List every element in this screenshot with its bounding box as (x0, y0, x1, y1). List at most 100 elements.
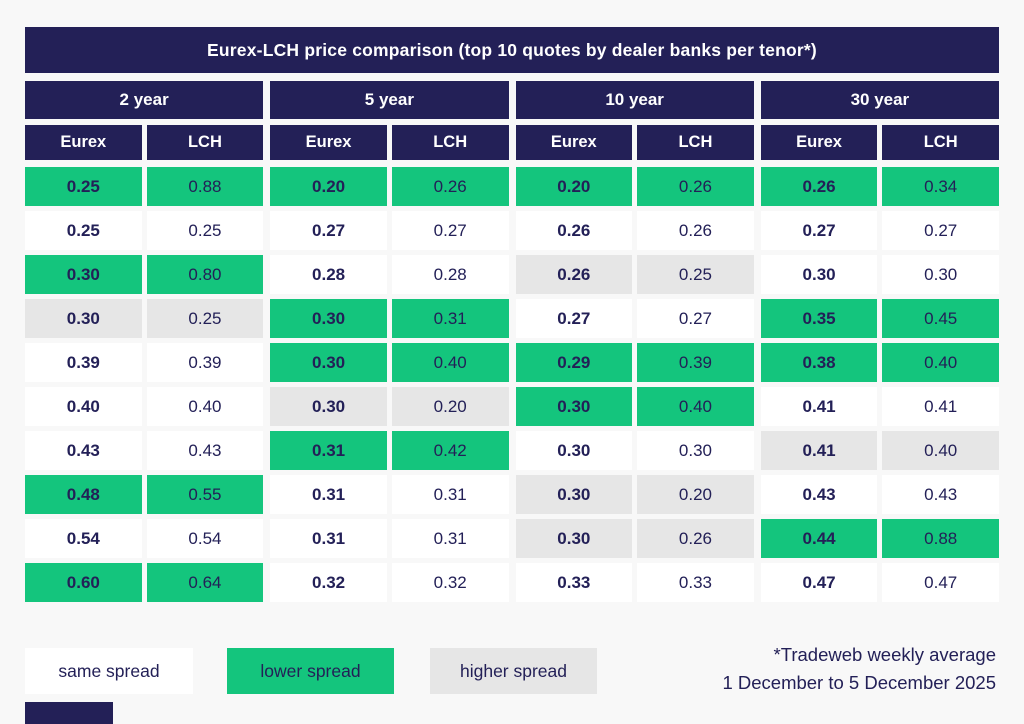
lch-price-cell: 0.26 (391, 167, 509, 206)
subheader-group-5-year: Eurex LCH (270, 125, 509, 160)
lch-price-cell: 0.54 (146, 519, 264, 558)
lch-price-cell: 0.32 (391, 563, 509, 602)
lch-price-cell: 0.25 (146, 299, 264, 338)
eurex-price-cell: 0.26 (515, 255, 633, 294)
eurex-price-cell: 0.39 (25, 343, 142, 382)
lch-price-cell: 0.30 (882, 255, 999, 294)
lch-price-cell: 0.27 (391, 211, 509, 250)
tenor-header-row: 2 year 5 year 10 year 30 year (25, 81, 999, 119)
tenor-header-10-year: 10 year (515, 81, 754, 119)
table-title: Eurex-LCH price comparison (top 10 quote… (25, 27, 999, 73)
lch-price-cell: 0.47 (882, 563, 999, 602)
tenor-group-30-year: 0.26 0.34 0.27 0.27 0.30 0.30 0.35 0.45 0.38 0.40… (760, 167, 999, 602)
lch-price-cell: 0.42 (391, 431, 509, 470)
lch-price-cell: 0.43 (146, 431, 264, 470)
eurex-price-cell: 0.47 (760, 563, 878, 602)
lch-price-cell: 0.34 (882, 167, 999, 206)
lch-price-cell: 0.43 (882, 475, 999, 514)
tenor-header-30-year: 30 year (760, 81, 999, 119)
tenor-group-2-year: 0.25 0.88 0.25 0.25 0.30 0.80 0.30 0.25 0.39 0.39… (25, 167, 264, 602)
eurex-price-cell: 0.30 (270, 343, 387, 382)
eurex-price-cell: 0.43 (760, 475, 878, 514)
subheader-group-30-year: Eurex LCH (760, 125, 999, 160)
lch-price-cell: 0.28 (391, 255, 509, 294)
lch-price-cell: 0.30 (637, 431, 754, 470)
legend-chip-lower-spread: lower spread (227, 648, 394, 694)
subheader-eurex: Eurex (760, 125, 878, 160)
subheader-eurex: Eurex (515, 125, 633, 160)
eurex-price-cell: 0.40 (25, 387, 142, 426)
subheader-eurex: Eurex (25, 125, 142, 160)
data-grid: 0.25 0.88 0.25 0.25 0.30 0.80 0.30 0.25 0.39 0.39… (25, 167, 999, 602)
lch-price-cell: 0.80 (146, 255, 264, 294)
eurex-price-cell: 0.38 (760, 343, 878, 382)
lch-price-cell: 0.88 (146, 167, 264, 206)
eurex-price-cell: 0.30 (270, 387, 387, 426)
lch-price-cell: 0.88 (882, 519, 999, 558)
eurex-price-cell: 0.25 (25, 167, 142, 206)
lch-price-cell: 0.27 (637, 299, 754, 338)
lch-price-cell: 0.20 (391, 387, 509, 426)
lch-price-cell: 0.33 (637, 563, 754, 602)
eurex-price-cell: 0.27 (760, 211, 878, 250)
eurex-price-cell: 0.35 (760, 299, 878, 338)
eurex-price-cell: 0.33 (515, 563, 633, 602)
eurex-price-cell: 0.43 (25, 431, 142, 470)
lch-price-cell: 0.25 (637, 255, 754, 294)
tenor-header-2-year: 2 year (25, 81, 264, 119)
lch-price-cell: 0.40 (882, 431, 999, 470)
lch-price-cell: 0.31 (391, 475, 509, 514)
lch-price-cell: 0.55 (146, 475, 264, 514)
lch-price-cell: 0.27 (882, 211, 999, 250)
eurex-price-cell: 0.29 (515, 343, 633, 382)
lch-price-cell: 0.26 (637, 519, 754, 558)
eurex-price-cell: 0.54 (25, 519, 142, 558)
subheader-group-2-year: Eurex LCH (25, 125, 264, 160)
legend-chip-same-spread: same spread (25, 648, 193, 694)
tenor-group-5-year: 0.20 0.26 0.27 0.27 0.28 0.28 0.30 0.31 0.30 0.40… (270, 167, 509, 602)
eurex-price-cell: 0.60 (25, 563, 142, 602)
subheader-lch: LCH (637, 125, 754, 160)
lch-price-cell: 0.41 (882, 387, 999, 426)
eurex-price-cell: 0.26 (760, 167, 878, 206)
eurex-price-cell: 0.25 (25, 211, 142, 250)
lch-price-cell: 0.39 (146, 343, 264, 382)
eurex-price-cell: 0.30 (515, 431, 633, 470)
footnote-line-1: *Tradeweb weekly average (773, 644, 996, 665)
eurex-price-cell: 0.20 (515, 167, 633, 206)
eurex-price-cell: 0.31 (270, 431, 387, 470)
lch-price-cell: 0.25 (146, 211, 264, 250)
lch-price-cell: 0.39 (637, 343, 754, 382)
lch-price-cell: 0.40 (882, 343, 999, 382)
subheader-lch: LCH (146, 125, 264, 160)
legend-chip-higher-spread: higher spread (430, 648, 597, 694)
lch-price-cell: 0.26 (637, 167, 754, 206)
eurex-price-cell: 0.28 (270, 255, 387, 294)
eurex-price-cell: 0.48 (25, 475, 142, 514)
eurex-price-cell: 0.27 (270, 211, 387, 250)
footnote: *Tradeweb weekly average 1 December to 5… (722, 641, 996, 697)
subheader-group-10-year: Eurex LCH (515, 125, 754, 160)
eurex-price-cell: 0.30 (515, 475, 633, 514)
subheader-lch: LCH (882, 125, 999, 160)
eurex-price-cell: 0.44 (760, 519, 878, 558)
subheader-row: Eurex LCH Eurex LCH Eurex LCH Eurex LCH (25, 125, 999, 160)
lch-price-cell: 0.31 (391, 299, 509, 338)
eurex-price-cell: 0.30 (515, 519, 633, 558)
eurex-price-cell: 0.31 (270, 475, 387, 514)
eurex-price-cell: 0.31 (270, 519, 387, 558)
eurex-price-cell: 0.32 (270, 563, 387, 602)
eurex-price-cell: 0.20 (270, 167, 387, 206)
tenor-header-5-year: 5 year (270, 81, 509, 119)
comparison-table: Eurex-LCH price comparison (top 10 quote… (25, 27, 999, 602)
lch-price-cell: 0.20 (637, 475, 754, 514)
lch-price-cell: 0.40 (637, 387, 754, 426)
lch-price-cell: 0.40 (391, 343, 509, 382)
subheader-eurex: Eurex (270, 125, 387, 160)
eurex-price-cell: 0.30 (515, 387, 633, 426)
lch-price-cell: 0.40 (146, 387, 264, 426)
eurex-price-cell: 0.41 (760, 387, 878, 426)
legend: same spread lower spread higher spread (25, 648, 597, 694)
eurex-price-cell: 0.30 (760, 255, 878, 294)
